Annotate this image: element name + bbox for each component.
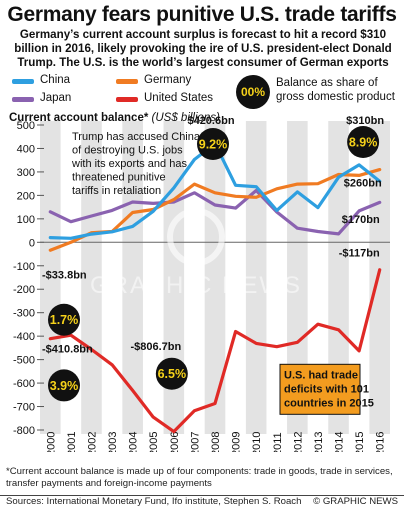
y-tick-label-400: 400 [17,143,35,155]
chart-area: 500 400 300 200 100 0 -100 -200 -300 -400 -500 -600… [0,112,404,456]
legend-label-us: United States [144,92,214,104]
label-germany-2016: $310bn [346,115,384,127]
y-tick-label--200: -200 [13,284,35,296]
label-us-2006: -$806.7bn [130,341,181,353]
year-band-2012 [287,121,308,434]
label-us-2000: -$410.8bn [42,344,93,356]
y-tick-label-100: 100 [17,214,35,226]
legend-label-germany: Germany [144,74,192,86]
badge-germany-2016-circle [347,126,380,158]
y-tick-label-500: 500 [17,120,35,132]
year-band-2014 [328,121,349,434]
year-band-2002 [81,121,102,434]
legend: China Germany Japan United States [8,73,396,111]
y-tick-label-0: 0 [29,237,35,249]
legend-swatch-us [116,97,138,102]
legend-label-japan: Japan [40,92,72,104]
sources: Sources: International Monetary Fund, If… [6,496,302,507]
x-tick-label-2000: 2000 [45,432,57,452]
y-tick-label--400: -400 [13,331,35,343]
year-band-2004 [122,121,143,434]
y-tick-label-300: 300 [17,167,35,179]
label-japan-2016: $170bn [342,214,380,226]
badge-china-2008-text: 9.2% [199,138,228,152]
x-tick-label-2003: 2003 [107,432,119,452]
badge-us-2000-text: 3.9% [50,379,79,393]
year-band-2008 [204,121,226,434]
y-tick-label--600: -600 [13,378,35,390]
x-tick-label-2002: 2002 [86,432,98,452]
year-band-2000 [40,121,61,434]
x-tick-label-2011: 2011 [272,432,284,452]
x-tick-label-2004: 2004 [128,432,140,452]
badge-germany-2000-circle [48,303,80,336]
year-band-2010 [245,121,267,434]
series-line-japan [48,188,382,236]
chart-subtitle: Germany’s current account surplus is for… [14,28,392,69]
footer-divider [0,495,404,496]
series-line-us [48,268,382,434]
x-tick-label-2001: 2001 [66,432,78,452]
legend-badge-meaning: Balance as share of gross domestic produ… [276,77,395,103]
year-band-2016 [369,121,390,434]
annotation-trump-note: Trump has accused China of destroying U.S… [71,131,201,197]
y-tick-label--500: -500 [13,355,35,367]
credit: © GRAPHIC NEWS [313,496,398,507]
x-tick-label-2008: 2008 [210,432,222,452]
label-china-2016: $260bn [344,177,382,189]
badge-china-2008-circle [197,128,229,160]
line-chart: 500 400 300 200 100 0 -100 -200 -300 -400 -500 -600… [13,115,390,456]
legend-swatch-japan [12,97,34,102]
x-tick-label-2007: 2007 [189,432,201,452]
badge-us-2006-circle [155,357,188,390]
x-tick-label-2015: 2015 [354,432,366,452]
badge-us-2006-text: 6.5% [158,367,187,381]
legend-label-china: China [40,74,71,86]
label-us-2016: -$117bn [339,247,380,259]
watermark-logo [167,208,225,266]
y-tick-label-200: 200 [17,190,35,202]
label-germany-2000: -$33.8bn [42,270,87,282]
annotation-us-deficit-box [279,363,361,415]
annotation-us-deficit-note: U.S. had trade deficits with 101 countries… [284,369,374,409]
x-tick-label-2012: 2012 [292,432,304,452]
y-tick-label--800: -800 [13,425,35,437]
footnote: *Current account balance is made up of f… [6,466,393,489]
badge-us-2000-circle [48,369,80,402]
legend-swatch-germany [116,79,138,84]
x-tick-label-2014: 2014 [334,432,346,452]
y-tick-label--700: -700 [13,402,35,414]
y-tick-label--100: -100 [13,261,35,273]
x-tick-label-2009: 2009 [231,432,243,452]
label-china-2008: $420.6bn [187,115,234,127]
y-tick-label--300: -300 [13,308,35,320]
x-tick-label-2010: 2010 [251,432,263,452]
legend-badge-sample: 00% [236,75,270,109]
x-tick-label-2005: 2005 [148,432,160,452]
x-tick-label-2016: 2016 [375,432,387,452]
badge-germany-2000-text: 1.7% [50,313,79,327]
legend-swatch-china [12,79,34,84]
badge-germany-2016-text: 8.9% [349,136,378,150]
x-tick-label-2006: 2006 [169,432,181,452]
chart-title: Germany fears punitive U.S. trade tariff… [7,3,397,26]
x-tick-label-2013: 2013 [313,432,325,452]
